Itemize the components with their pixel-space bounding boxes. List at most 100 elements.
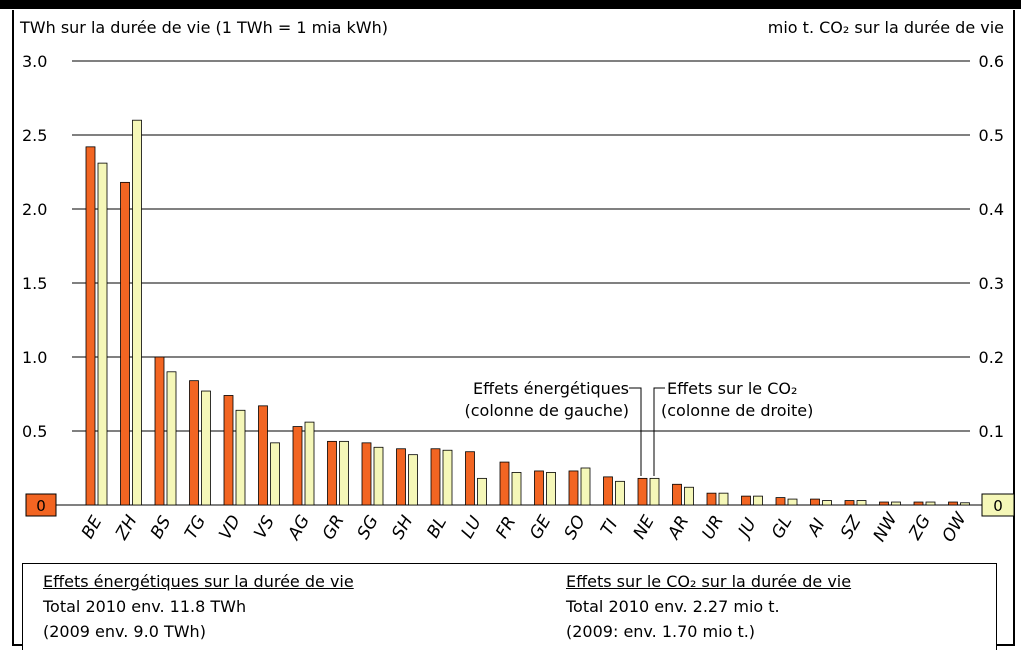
annotation-co2-line2: (colonne de droite)	[661, 401, 813, 420]
x-tick-labels: BE ZH BS TG VD VS AG GR SG SH BL LU FR GE SO TI NE AR UR JU…	[78, 508, 972, 545]
x-tick-label: UR	[698, 512, 727, 543]
bar-co2-lu	[477, 477, 487, 506]
x-tick-label: GE	[526, 512, 555, 543]
left-tick-label: 3.0	[22, 52, 47, 71]
x-tick-label: SH	[388, 512, 417, 543]
bar-energy-bs	[154, 356, 165, 506]
x-tick-label: VS	[250, 513, 279, 543]
bar-co2-sg	[373, 446, 384, 506]
bar-energy-ne	[637, 477, 648, 506]
right-axis-title: mio t. CO₂ sur la durée de vie	[768, 18, 1004, 37]
x-tick-label: BE	[78, 513, 107, 543]
bar-co2-sh	[408, 454, 418, 506]
bar-energy-sz	[844, 500, 855, 506]
bar-energy-tg	[189, 380, 199, 506]
energy-totals-title: Effets énergétiques sur la durée de vie	[43, 572, 354, 591]
x-tick-label: AG	[284, 512, 314, 544]
bar-energy-ur	[706, 492, 717, 506]
right-tick-label: 0.6	[979, 52, 1004, 71]
annotation-co2-line1: Effets sur le CO₂	[667, 379, 797, 398]
bar-energy-so	[568, 470, 579, 506]
bar-co2-ge	[546, 472, 556, 506]
bar-energy-zg	[913, 501, 924, 506]
bar-co2-bl	[442, 449, 453, 506]
bar-energy-sh	[396, 448, 406, 506]
co2-total-2009: (2009: env. 1.70 mio t.)	[566, 622, 756, 641]
x-tick-label: VD	[215, 512, 245, 543]
bar-energy-ge	[534, 470, 544, 506]
bar-energy-zh	[120, 181, 130, 506]
bar-co2-fr	[511, 472, 522, 506]
bar-energy-ti	[603, 476, 613, 506]
x-tick-label: LU	[458, 513, 487, 542]
bar-co2-ow	[960, 502, 970, 506]
right-tick-label: 0.4	[979, 200, 1004, 219]
bar-co2-ag	[304, 421, 315, 506]
x-tick-label: AI	[803, 515, 829, 540]
x-tick-label: SO	[560, 512, 589, 543]
energy-total-2009: (2009 env. 9.0 TWh)	[43, 622, 206, 641]
bar-co2-ai	[822, 500, 832, 506]
annotation-energy-leader	[629, 387, 642, 476]
bar-energy-bl	[430, 448, 441, 506]
annotation-energy-line1: Effets énergétiques	[473, 379, 629, 398]
right-tick-label: 0.1	[979, 422, 1004, 441]
bar-co2-ar	[684, 486, 694, 506]
right-y-axis: 0.1 0.2 0.3 0.4 0.5 0.6	[979, 52, 1004, 441]
bar-energy-be	[85, 146, 96, 506]
x-tick-label: AR	[664, 512, 694, 543]
bar-energy-vd	[223, 395, 234, 506]
bar-co2-ur	[718, 492, 729, 506]
bar-energy-sg	[361, 442, 372, 506]
bar-co2-zg	[925, 501, 936, 506]
x-tick-label: JU	[733, 514, 761, 542]
bar-co2-vd	[235, 409, 246, 506]
bar-energy-nw	[879, 501, 889, 506]
x-tick-label: GR	[319, 512, 349, 544]
left-tick-label: 1.0	[22, 348, 47, 367]
x-tick-label: TG	[181, 512, 210, 542]
bar-co2-be	[97, 162, 108, 506]
x-tick-label: NW	[870, 509, 903, 546]
x-tick-label: BL	[423, 513, 451, 541]
annotation-energy-line2: (colonne de gauche)	[465, 401, 629, 420]
x-tick-label: ZH	[111, 512, 141, 544]
bar-energy-fr	[499, 461, 510, 506]
bar-co2-bs	[166, 371, 177, 506]
top-border-bar	[0, 0, 1021, 9]
bar-energy-vs	[258, 405, 268, 506]
bar-co2-ju	[753, 495, 763, 506]
bar-energy-lu	[465, 451, 475, 506]
gridlines	[56, 60, 982, 506]
bar-co2-zh	[132, 119, 142, 506]
x-tick-label: TI	[597, 516, 622, 539]
left-tick-label: 0.5	[22, 422, 47, 441]
zero-left-badge	[25, 493, 57, 517]
bar-energy-ow	[948, 501, 958, 506]
co2-total-2010: Total 2010 env. 2.27 mio t.	[566, 597, 780, 616]
bar-co2-sz	[856, 500, 867, 506]
co2-totals-title: Effets sur le CO₂ sur la durée de vie	[566, 572, 852, 591]
bar-co2-tg	[201, 390, 211, 506]
left-tick-label: 2.5	[22, 126, 47, 145]
bar-energy-ai	[810, 498, 820, 506]
x-tick-label: ZG	[905, 512, 935, 544]
x-tick-label: FR	[492, 513, 520, 542]
bar-energy-ju	[741, 495, 751, 506]
right-tick-label: 0.3	[979, 274, 1004, 293]
bar-energy-gr	[327, 440, 337, 506]
bar-energy-gl	[775, 497, 786, 506]
bar-co2-so	[580, 467, 591, 506]
x-tick-label: SZ	[837, 512, 866, 542]
x-tick-label: BS	[147, 513, 176, 543]
zero-right-label: 0	[993, 497, 1003, 515]
left-tick-label: 1.5	[22, 274, 47, 293]
bar-co2-ti	[615, 480, 625, 506]
bar-co2-nw	[891, 501, 901, 506]
series-annotations: Effets énergétiques (colonne de gauche) …	[465, 379, 813, 476]
left-tick-label: 2.0	[22, 200, 47, 219]
totals-legend-box: Effets énergétiques sur la durée de vie …	[22, 563, 997, 650]
x-tick-label: OW	[938, 508, 971, 545]
energy-total-2010: Total 2010 env. 11.8 TWh	[43, 597, 247, 616]
